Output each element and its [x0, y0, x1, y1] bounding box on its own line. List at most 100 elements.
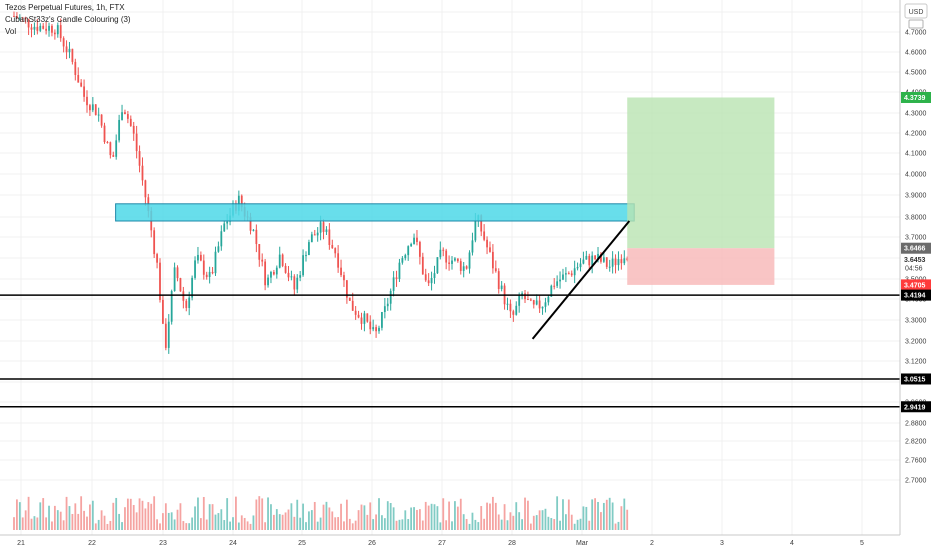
volume-bar [363, 505, 366, 530]
volume-bar [538, 510, 541, 530]
volume-bar [86, 516, 88, 530]
candle-body [322, 222, 325, 232]
volume-bar [159, 523, 161, 530]
candle-body [334, 248, 337, 254]
candle-body [42, 25, 45, 29]
candle-body [182, 291, 185, 301]
long-position-stop-area[interactable] [627, 248, 775, 285]
support-trendline[interactable] [531, 220, 631, 340]
candle-body [465, 266, 468, 269]
volume-bar [567, 499, 570, 530]
candle-body [310, 234, 313, 243]
candle-body [138, 151, 141, 166]
resistance-zone[interactable] [115, 203, 635, 222]
volume-bar [407, 519, 410, 530]
candle-body [214, 251, 217, 274]
scale-toggle[interactable] [908, 19, 924, 29]
price-tick-label: 4.6000 [905, 50, 927, 57]
candle-body [421, 256, 424, 275]
volume-bar [182, 521, 185, 530]
volume-bar [334, 517, 337, 530]
long-position-target-area[interactable] [627, 97, 775, 249]
candle-body [617, 259, 620, 266]
candle-body [220, 231, 223, 247]
volume-bar [249, 523, 252, 530]
price-tag-label: 3.4194 [904, 293, 926, 300]
candle-body [445, 250, 448, 263]
volume-bar [594, 498, 596, 530]
volume-bar [448, 501, 450, 530]
currency-button[interactable]: USD [904, 3, 928, 19]
volume-bar [445, 520, 448, 530]
candle-body [343, 275, 345, 281]
price-tick-label: 4.2000 [905, 131, 927, 138]
volume-bar [229, 521, 231, 530]
volume-bar [503, 504, 506, 530]
volume-bar [345, 499, 348, 530]
candle-body [524, 293, 526, 300]
time-axis[interactable]: 21 22 23 24 25 26 27 28 Mar 2 3 4 5 [17, 540, 864, 547]
volume-bar [173, 519, 176, 530]
candle-body [389, 290, 392, 304]
volume-bar [109, 520, 112, 530]
volume-bar [500, 519, 503, 530]
time-tick-label: 26 [368, 540, 376, 547]
candle-body [594, 255, 596, 260]
time-tick-label: 21 [17, 540, 25, 547]
candle-body [456, 258, 459, 262]
candle-body [360, 317, 363, 324]
candle-body [597, 253, 599, 260]
volume-bar [126, 498, 129, 530]
volume-bar [378, 498, 380, 530]
candle-body [585, 255, 588, 260]
candle-body [582, 259, 585, 264]
candle-body [480, 215, 483, 232]
candle-body [392, 277, 395, 291]
candle-body [439, 249, 442, 258]
candle-body [383, 306, 386, 312]
volume-bar [164, 503, 167, 530]
price-tick-label: 3.1200 [905, 359, 927, 366]
price-tag-last [901, 253, 931, 265]
volume-bar [115, 497, 118, 530]
candle-body [337, 253, 340, 268]
candle-body [97, 114, 100, 116]
volume-bar [559, 520, 561, 530]
volume-bar [45, 517, 48, 530]
candle-body [270, 271, 272, 278]
volume-bar [582, 506, 585, 530]
candle-body [366, 313, 369, 322]
volume-bar [278, 514, 281, 530]
volume-bar [439, 522, 442, 530]
volume-bar [512, 515, 515, 530]
price-tick-label: 2.8200 [905, 439, 927, 446]
volume-bar [494, 502, 497, 530]
candle-body [185, 300, 188, 308]
volume-bar [48, 505, 50, 530]
candle-body [623, 258, 626, 264]
volume-indicator-label: Vol [5, 27, 16, 36]
candle-body [316, 232, 319, 236]
volume-bar [129, 498, 132, 530]
volume-bar [56, 510, 59, 530]
time-tick-label: 3 [720, 540, 724, 547]
price-tick-label: 2.7000 [905, 478, 927, 485]
price-tag-level [901, 401, 931, 413]
candle-body [56, 25, 59, 35]
volume-bar [527, 500, 529, 530]
candle-body [454, 258, 456, 261]
candle-body [451, 260, 453, 264]
candle-body [553, 285, 556, 287]
candle-body [559, 279, 561, 282]
candle-body [162, 299, 164, 324]
volume-bar [27, 496, 30, 530]
volume-bar [392, 507, 395, 530]
scale-icon [908, 19, 924, 29]
candle-body [527, 299, 529, 301]
candle-body [608, 266, 611, 268]
price-tag-stop [901, 279, 931, 291]
candle-body [529, 299, 532, 301]
volume-bar [94, 523, 97, 530]
volume-bar [442, 498, 445, 530]
